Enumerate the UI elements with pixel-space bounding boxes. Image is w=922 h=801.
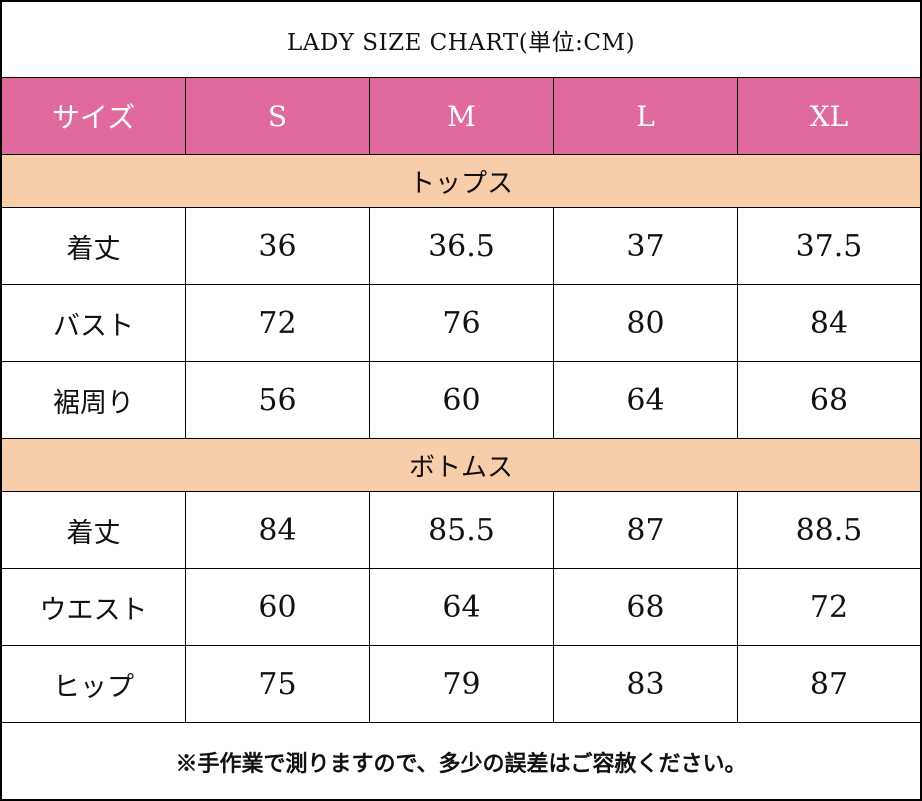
table-cell: 87 [554, 492, 738, 568]
table-cell: 56 [186, 362, 370, 438]
table-row: 着丈 36 36.5 37 37.5 [2, 208, 920, 285]
chart-title: LADY SIZE CHART(単位:CM) [286, 29, 636, 56]
row-label: ヒップ [2, 646, 186, 722]
table-cell: 87 [809, 666, 849, 702]
table-cell: 75 [186, 646, 370, 722]
table-cell: 64 [554, 362, 738, 438]
table-cell: 76 [370, 285, 554, 361]
table-row: ヒップ 75 79 83 87 [2, 646, 920, 723]
section-bottoms-title: ボトムス [408, 452, 513, 483]
row-label: バスト [2, 285, 186, 361]
table-cell: 37 [554, 208, 738, 284]
table-cell: 36.5 [370, 208, 554, 284]
section-tops-title: トップス [408, 168, 513, 199]
section-tops-header: トップス [2, 155, 920, 208]
title-row: LADY SIZE CHART(単位:CM) [2, 2, 920, 78]
table-row: 着丈 84 85.5 87 88.5 [2, 492, 920, 569]
row-label: 着丈 [2, 208, 186, 284]
table-cell: 79 [370, 646, 554, 722]
header-row: サイズ S M L XL [2, 78, 920, 155]
table-cell: 68 [554, 569, 738, 645]
table-cell: 37.5 [795, 228, 863, 264]
table-cell: 72 [186, 285, 370, 361]
table-row: ウエスト 60 64 68 72 [2, 569, 920, 646]
row-label: ウエスト [2, 569, 186, 645]
table-cell: 60 [186, 569, 370, 645]
header-size-xl: XL [809, 99, 849, 133]
header-size-s: S [186, 78, 370, 154]
table-cell: 80 [554, 285, 738, 361]
table-cell: 83 [554, 646, 738, 722]
section-bottoms-header: ボトムス [2, 439, 920, 492]
table-cell: 84 [186, 492, 370, 568]
measurement-note: ※手作業で測りますので、多少の誤差はご容赦ください。 [175, 751, 747, 777]
table-row: 裾周り 56 60 64 68 [2, 362, 920, 439]
header-size-l: L [554, 78, 738, 154]
note-row: ※手作業で測りますので、多少の誤差はご容赦ください。 [2, 723, 920, 801]
table-cell: 85.5 [370, 492, 554, 568]
table-row: バスト 72 76 80 84 [2, 285, 920, 362]
table-cell: 88.5 [795, 512, 863, 548]
header-size-m: M [370, 78, 554, 154]
table-cell: 72 [809, 589, 849, 625]
table-cell: 84 [809, 305, 849, 341]
table-cell: 36 [186, 208, 370, 284]
table-cell: 68 [809, 382, 849, 418]
table-cell: 60 [370, 362, 554, 438]
header-label-cell: サイズ [2, 78, 186, 154]
table-cell: 64 [370, 569, 554, 645]
row-label: 着丈 [2, 492, 186, 568]
row-label: 裾周り [2, 362, 186, 438]
